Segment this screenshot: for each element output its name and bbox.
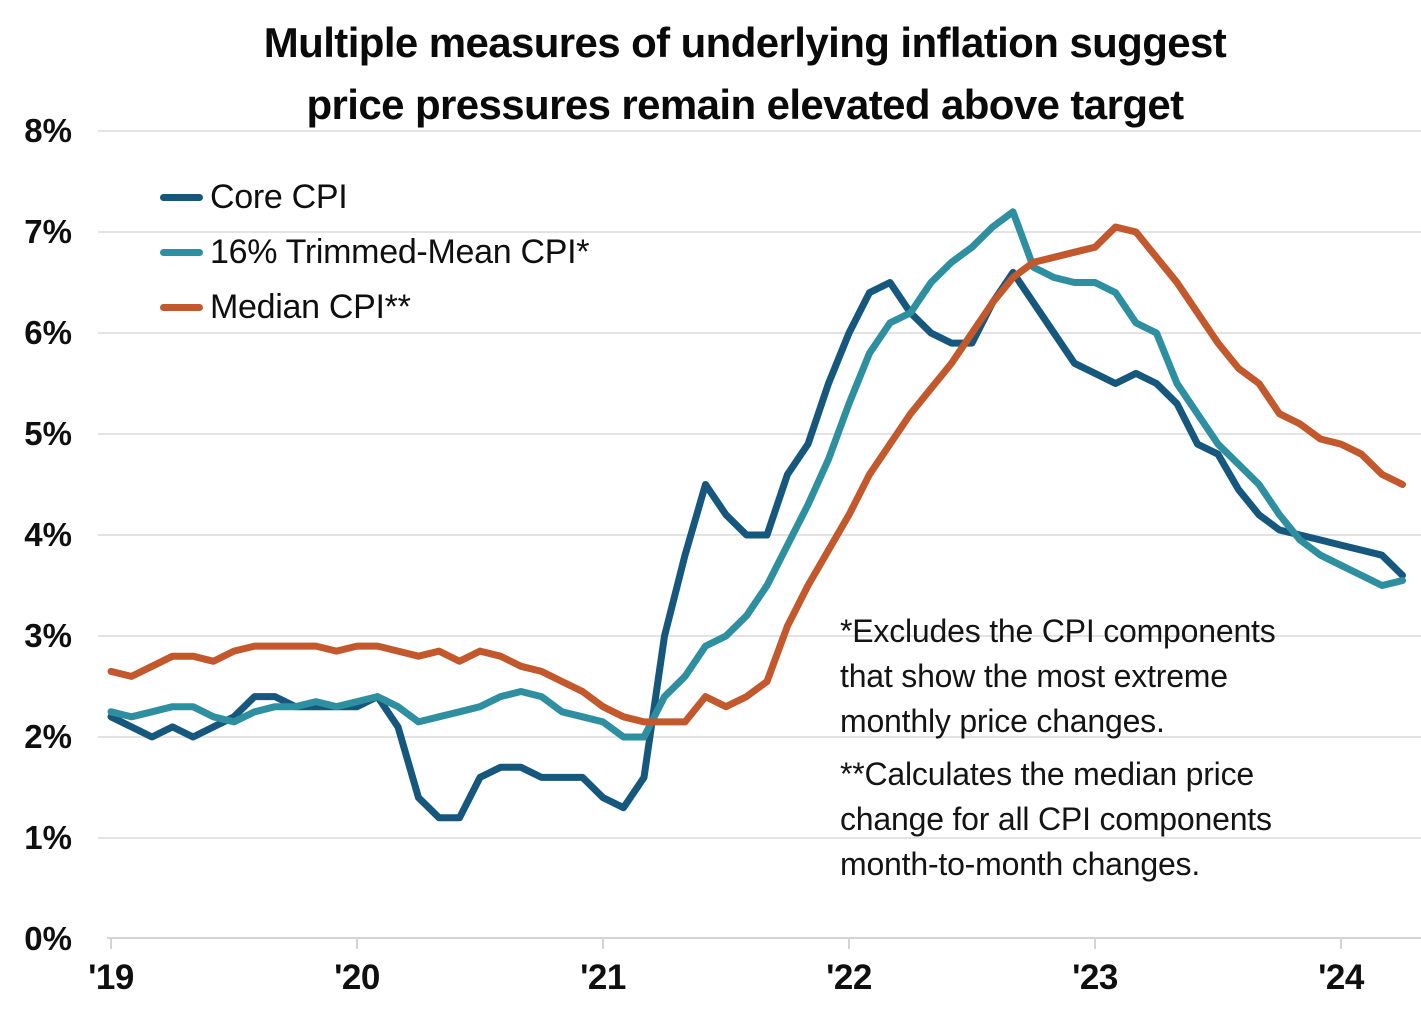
legend-label-median-cpi: Median CPI**	[210, 288, 411, 326]
x-tick-label-21: '21	[580, 958, 626, 997]
y-tick-label-7pct: 7%	[24, 213, 72, 250]
y-tick-label-2pct: 2%	[24, 718, 72, 755]
legend: Core CPI 16% Trimmed-Mean CPI* Median CP…	[160, 170, 589, 335]
x-tick-label-23: '23	[1072, 958, 1118, 997]
y-tick-label-4pct: 4%	[24, 516, 72, 553]
x-tick-label-20: '20	[334, 958, 380, 997]
x-tick-label-19: '19	[88, 958, 134, 997]
legend-item-median-cpi: Median CPI**	[160, 280, 589, 335]
legend-label-trimmed-mean-cpi: 16% Trimmed-Mean CPI*	[210, 233, 590, 271]
legend-label-core-cpi: Core CPI	[210, 178, 348, 216]
legend-swatch-core-cpi	[160, 194, 203, 201]
footnote-median-definition: **Calculates the median price change for…	[840, 756, 1272, 882]
y-tick-label-8pct: 8%	[24, 112, 72, 149]
y-tick-label-5pct: 5%	[24, 415, 72, 452]
legend-item-core-cpi: Core CPI	[160, 170, 589, 225]
y-tick-label-3pct: 3%	[24, 617, 72, 654]
series-line-16-trimmed-mean-cpi	[107, 208, 1406, 741]
legend-swatch-median-cpi	[160, 304, 203, 311]
chart-title: Multiple measures of underlying inflatio…	[70, 12, 1420, 136]
y-tick-label-0pct: 0%	[24, 920, 72, 957]
legend-item-trimmed-mean-cpi: 16% Trimmed-Mean CPI*	[160, 225, 589, 280]
x-tick-label-24: '24	[1318, 958, 1364, 997]
series-line-median-cpi	[107, 223, 1406, 726]
x-tick-label-22: '22	[826, 958, 872, 997]
chart-title-line1: Multiple measures of underlying inflatio…	[263, 19, 1227, 66]
y-tick-label-6pct: 6%	[24, 314, 72, 351]
y-tick-label-1pct: 1%	[24, 819, 72, 856]
chart-title-line2: price pressures remain elevated above ta…	[306, 81, 1184, 128]
footnote-trimmed-mean-definition: *Excludes the CPI components that show t…	[840, 613, 1276, 739]
legend-swatch-trimmed-mean-cpi	[160, 249, 203, 256]
